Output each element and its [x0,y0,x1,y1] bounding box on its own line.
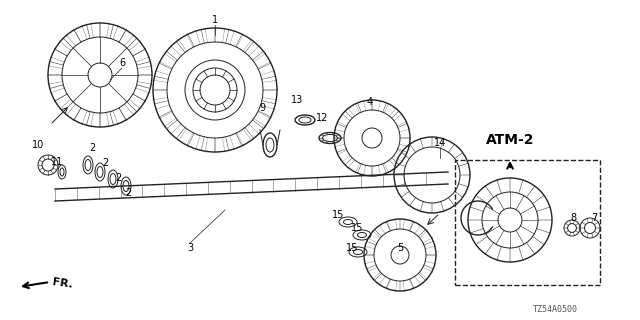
Text: 13: 13 [291,95,303,105]
Text: ATM-2: ATM-2 [486,133,534,147]
Text: 2: 2 [89,143,95,153]
Text: 2: 2 [125,188,131,198]
Text: 3: 3 [187,243,193,253]
Text: 6: 6 [119,58,125,68]
Text: 15: 15 [351,223,363,233]
Text: 14: 14 [434,138,446,148]
Text: 15: 15 [332,210,344,220]
Text: 7: 7 [591,213,597,223]
Text: 1: 1 [212,15,218,25]
Text: 10: 10 [32,140,44,150]
Text: 11: 11 [51,157,63,167]
Text: TZ54A0500: TZ54A0500 [532,306,577,315]
Text: 8: 8 [570,213,576,223]
Text: 2: 2 [102,158,108,168]
Text: 9: 9 [259,103,265,113]
Text: 2: 2 [115,173,121,183]
Text: 4: 4 [367,97,373,107]
Text: 12: 12 [316,113,328,123]
Text: FR.: FR. [52,276,74,289]
Text: 5: 5 [397,243,403,253]
Text: 15: 15 [346,243,358,253]
